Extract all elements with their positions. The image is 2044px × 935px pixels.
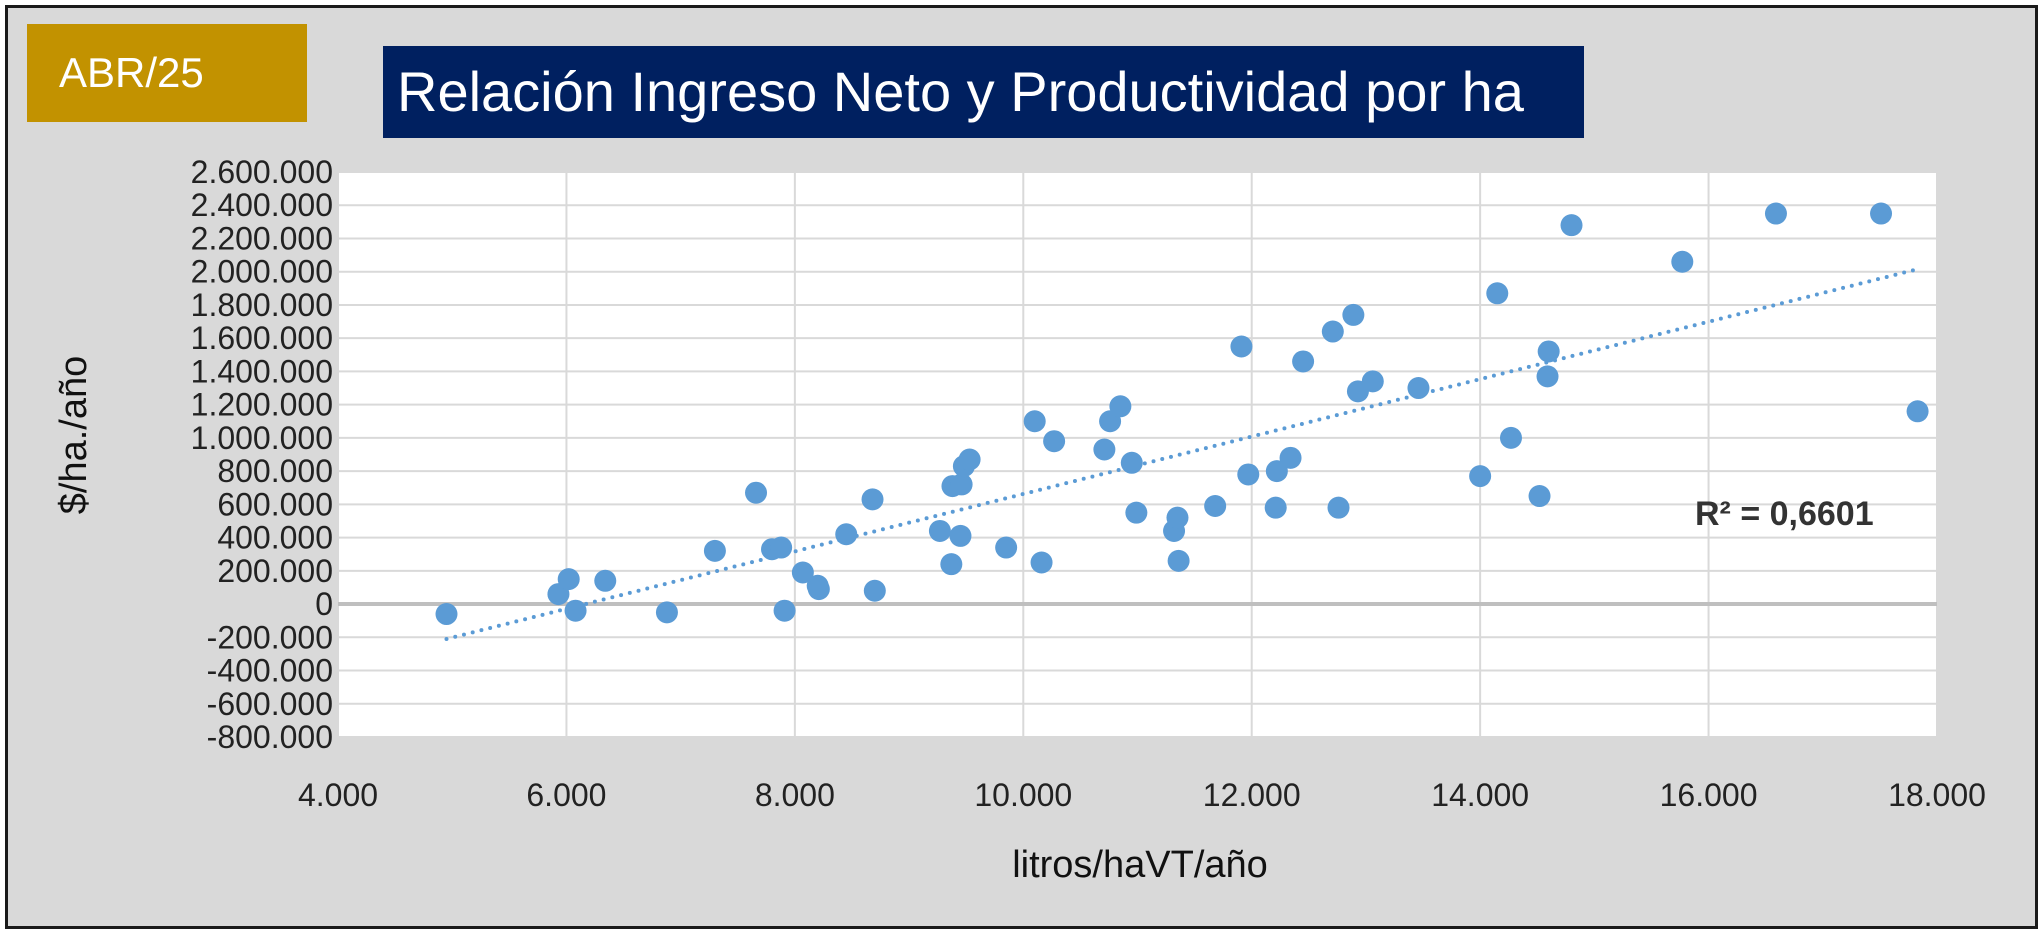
data-point <box>770 536 793 559</box>
data-point <box>861 488 884 511</box>
data-point <box>1043 430 1066 453</box>
data-point <box>807 578 830 601</box>
trendline-group <box>444 268 1917 641</box>
data-point <box>950 473 973 496</box>
data-point <box>1407 377 1430 400</box>
data-point <box>835 523 858 546</box>
data-point <box>1528 485 1551 508</box>
y-tick-label: -600.000 <box>207 686 333 722</box>
data-point <box>1109 395 1132 418</box>
y-tick-label: 1.400.000 <box>191 353 333 389</box>
data-point <box>1342 303 1365 326</box>
data-point <box>1327 496 1350 519</box>
data-point <box>1499 426 1522 449</box>
data-point <box>1237 463 1260 486</box>
data-point <box>995 536 1018 559</box>
data-point <box>557 568 580 591</box>
y-tick-label: 800.000 <box>217 453 333 489</box>
trendline <box>444 268 1917 641</box>
data-point <box>1292 350 1315 373</box>
chart-title: Relación Ingreso Neto y Productividad po… <box>383 46 1584 138</box>
data-point <box>1167 549 1190 572</box>
data-point <box>1279 446 1302 469</box>
data-point <box>1120 451 1143 474</box>
data-point <box>1093 438 1116 461</box>
x-tick-label: 18.000 <box>1888 777 1986 813</box>
data-point <box>1469 465 1492 488</box>
date-badge: ABR/25 <box>27 24 307 122</box>
data-point <box>1537 340 1560 363</box>
data-point <box>791 561 814 584</box>
y-tick-label: 600.000 <box>217 486 333 522</box>
data-point <box>1486 282 1509 305</box>
y-tick-label: 200.000 <box>217 553 333 589</box>
r-squared-label: R² = 0,6601 <box>1695 495 1874 533</box>
data-point <box>1204 495 1227 518</box>
data-point <box>940 553 963 576</box>
data-point <box>1264 496 1287 519</box>
y-tick-label: 1.800.000 <box>191 287 333 323</box>
data-point <box>958 448 981 471</box>
data-point <box>928 519 951 542</box>
x-tick-label: 10.000 <box>974 777 1072 813</box>
data-point <box>703 539 726 562</box>
data-point <box>1361 370 1384 393</box>
y-tick-label: 0 <box>315 586 333 622</box>
y-tick-label: 1.000.000 <box>191 420 333 456</box>
x-axis-tick-labels: 4.000 6.000 8.000 10.000 12.000 14.000 16.000 1… <box>298 777 1986 813</box>
y-tick-label: 2.600.000 <box>191 154 333 190</box>
data-point <box>1166 506 1189 529</box>
y-tick-label: 2.200.000 <box>191 220 333 256</box>
x-tick-label: 16.000 <box>1660 777 1758 813</box>
data-point <box>1125 501 1148 524</box>
data-point <box>1230 335 1253 358</box>
y-tick-label: 2.000.000 <box>191 254 333 290</box>
data-point <box>1560 214 1583 237</box>
x-tick-label: 4.000 <box>298 777 378 813</box>
data-point <box>1023 410 1046 433</box>
y-axis-title: $/ha./año <box>53 356 95 514</box>
x-tick-label: 8.000 <box>755 777 835 813</box>
data-point <box>655 601 678 624</box>
x-axis-title: litros/haVT/año <box>1012 844 1268 886</box>
y-tick-label: -200.000 <box>207 619 333 655</box>
data-point <box>1536 365 1559 388</box>
data-point <box>949 524 972 547</box>
y-tick-label: 400.000 <box>217 520 333 556</box>
data-point <box>564 599 587 622</box>
y-tick-label: 2.400.000 <box>191 187 333 223</box>
y-tick-label: 1.600.000 <box>191 320 333 356</box>
vertical-gridlines <box>337 172 1938 737</box>
data-point <box>745 481 768 504</box>
y-tick-label: -800.000 <box>207 719 333 755</box>
x-tick-label: 6.000 <box>526 777 606 813</box>
data-point <box>1870 202 1893 225</box>
data-points <box>435 202 1929 626</box>
data-point <box>1030 551 1053 574</box>
y-axis-tick-labels: 2.600.0002.400.0002.200.0002.000.0001.80… <box>191 154 333 755</box>
data-point <box>435 603 458 626</box>
data-point <box>1671 250 1694 273</box>
data-point <box>773 599 796 622</box>
data-point <box>1265 460 1288 483</box>
data-point <box>594 569 617 592</box>
x-tick-label: 14.000 <box>1431 777 1529 813</box>
data-point <box>1321 320 1344 343</box>
y-tick-label: 1.200.000 <box>191 387 333 423</box>
data-point <box>1906 400 1929 423</box>
x-tick-label: 12.000 <box>1203 777 1301 813</box>
y-tick-label: -400.000 <box>207 653 333 689</box>
data-point <box>863 579 886 602</box>
data-point <box>1764 202 1787 225</box>
